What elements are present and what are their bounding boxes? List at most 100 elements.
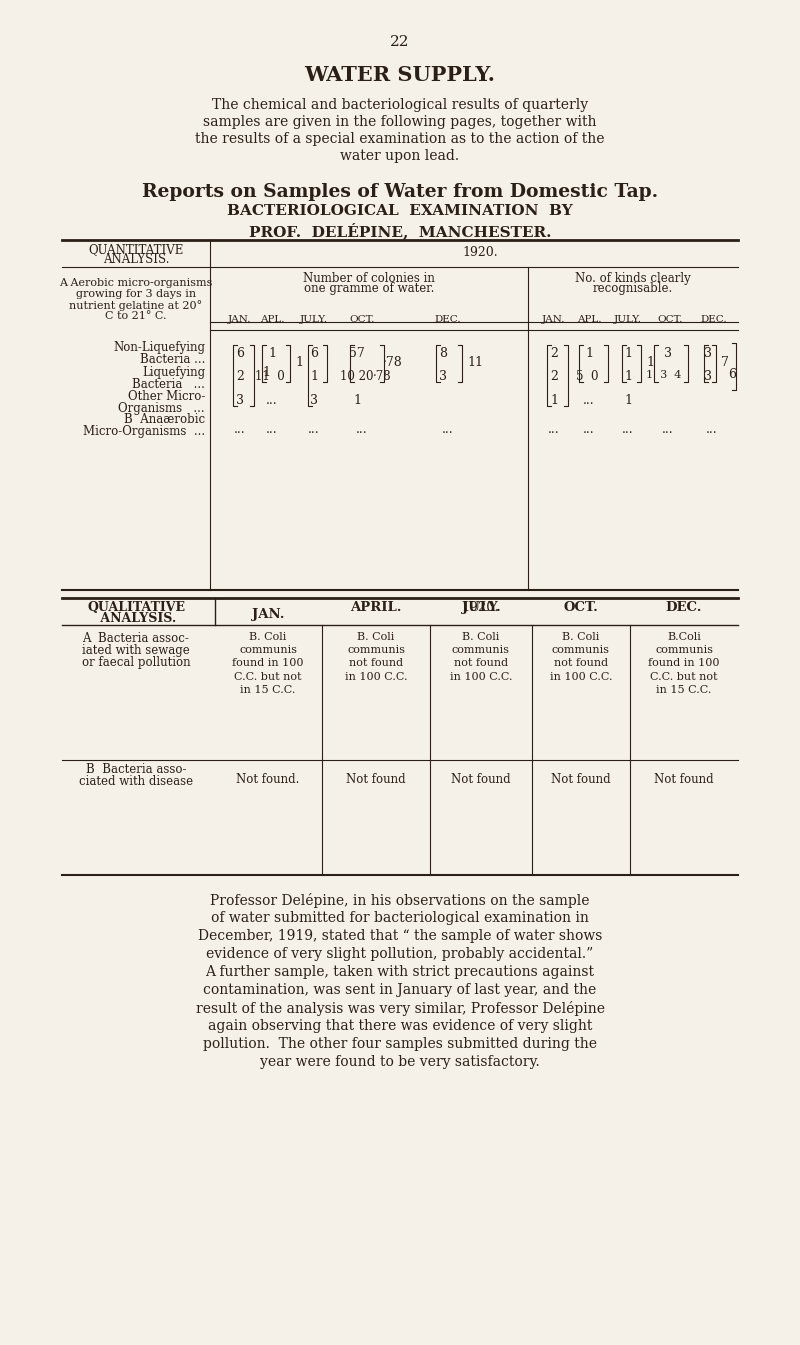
Text: 1: 1 xyxy=(353,394,361,408)
Text: 3: 3 xyxy=(704,370,712,383)
Text: 1: 1 xyxy=(624,370,632,383)
Text: 1920.: 1920. xyxy=(462,246,498,260)
Text: 1: 1 xyxy=(585,347,593,360)
Text: JAN.: JAN. xyxy=(542,315,566,324)
Text: B.Coli
communis
found in 100
C.C. but not
in 15 C.C.: B.Coli communis found in 100 C.C. but no… xyxy=(648,632,720,695)
Text: 2: 2 xyxy=(236,370,244,383)
Text: ·78: ·78 xyxy=(383,356,402,370)
Text: 3: 3 xyxy=(664,347,672,360)
Text: ...: ... xyxy=(442,422,454,436)
Text: 3: 3 xyxy=(439,370,447,383)
Text: 1: 1 xyxy=(646,356,654,370)
Text: APRIL.: APRIL. xyxy=(350,601,402,615)
Text: 10 20: 10 20 xyxy=(340,370,374,383)
Text: Not found: Not found xyxy=(346,773,406,785)
Text: nutrient gelatine at 20°: nutrient gelatine at 20° xyxy=(70,300,202,311)
Text: WATER SUPPLY.: WATER SUPPLY. xyxy=(305,65,495,85)
Text: growing for 3 days in: growing for 3 days in xyxy=(76,289,196,299)
Text: Not found.: Not found. xyxy=(236,773,300,785)
Text: Bacteria ...: Bacteria ... xyxy=(140,352,205,366)
Text: ANALYSIS.: ANALYSIS. xyxy=(96,612,176,625)
Text: ...: ... xyxy=(266,394,278,408)
Text: pollution.  The other four samples submitted during the: pollution. The other four samples submit… xyxy=(203,1037,597,1050)
Text: JAN.: JAN. xyxy=(252,608,284,621)
Text: or faecal pollution: or faecal pollution xyxy=(82,656,190,668)
Text: samples are given in the following pages, together with: samples are given in the following pages… xyxy=(203,116,597,129)
Text: Other Micro-: Other Micro- xyxy=(128,390,205,403)
Text: ...: ... xyxy=(583,422,595,436)
Text: Non-Liquefying: Non-Liquefying xyxy=(113,342,205,354)
Text: December, 1919, stated that “ the sample of water shows: December, 1919, stated that “ the sample… xyxy=(198,929,602,943)
Text: result of the analysis was very similar, Professor Delépine: result of the analysis was very similar,… xyxy=(195,1001,605,1015)
Text: 22: 22 xyxy=(390,35,410,48)
Text: ...: ... xyxy=(356,422,368,436)
Text: 5  0: 5 0 xyxy=(576,370,598,383)
Text: A further sample, taken with strict precautions against: A further sample, taken with strict prec… xyxy=(206,964,594,979)
Text: evidence of very slight pollution, probably accidental.”: evidence of very slight pollution, proba… xyxy=(206,947,594,960)
Text: BACTERIOLOGICAL  EXAMINATION  BY: BACTERIOLOGICAL EXAMINATION BY xyxy=(227,204,573,218)
Text: The chemical and bacteriological results of quarterly: The chemical and bacteriological results… xyxy=(212,98,588,112)
Text: Liquefying: Liquefying xyxy=(142,366,205,379)
Text: DEC.: DEC. xyxy=(434,315,462,324)
Text: B. Coli
communis
not found
in 100 C.C.: B. Coli communis not found in 100 C.C. xyxy=(450,632,512,682)
Text: 1: 1 xyxy=(295,356,303,370)
Text: JAN.: JAN. xyxy=(228,315,252,324)
Text: Not found: Not found xyxy=(551,773,611,785)
Text: the results of a special examination as to the action of the: the results of a special examination as … xyxy=(195,132,605,147)
Text: ·78: ·78 xyxy=(373,370,391,383)
Text: contamination, was sent in January of last year, and the: contamination, was sent in January of la… xyxy=(203,983,597,997)
Text: 3: 3 xyxy=(704,347,712,360)
Text: of water submitted for bacteriological examination in: of water submitted for bacteriological e… xyxy=(211,911,589,925)
Text: B  Bacteria asso-: B Bacteria asso- xyxy=(86,763,186,776)
Text: APL.: APL. xyxy=(577,315,602,324)
Text: ...: ... xyxy=(662,422,674,436)
Text: A Aerobic micro-organisms: A Aerobic micro-organisms xyxy=(59,278,213,288)
Text: 8: 8 xyxy=(439,347,447,360)
Text: 11  0: 11 0 xyxy=(255,370,285,383)
Text: Organisms   ...: Organisms ... xyxy=(118,402,205,416)
Text: ...: ... xyxy=(548,422,560,436)
Text: JULY.: JULY. xyxy=(300,315,328,324)
Text: OCT.: OCT. xyxy=(350,315,374,324)
Text: iated with sewage: iated with sewage xyxy=(82,644,190,656)
Text: 1920.: 1920. xyxy=(461,601,499,615)
Text: ...: ... xyxy=(706,422,718,436)
Text: 6: 6 xyxy=(236,347,244,360)
Text: 1: 1 xyxy=(268,347,276,360)
Text: 1: 1 xyxy=(624,347,632,360)
Text: 1: 1 xyxy=(550,394,558,408)
Text: Reports on Samples of Water from Domestic Tap.: Reports on Samples of Water from Domesti… xyxy=(142,183,658,200)
Text: Bacteria   ...: Bacteria ... xyxy=(132,378,205,391)
Text: Micro-Organisms  ...: Micro-Organisms ... xyxy=(83,425,205,438)
Text: Number of colonies in: Number of colonies in xyxy=(303,272,435,285)
Text: Professor Delépine, in his observations on the sample: Professor Delépine, in his observations … xyxy=(210,893,590,908)
Text: OCT.: OCT. xyxy=(658,315,682,324)
Text: B. Coli
communis
not found
in 100 C.C.: B. Coli communis not found in 100 C.C. xyxy=(345,632,407,682)
Text: No. of kinds clearly: No. of kinds clearly xyxy=(575,272,691,285)
Text: ANALYSIS.: ANALYSIS. xyxy=(102,253,170,266)
Text: 11: 11 xyxy=(467,356,483,370)
Text: B  Anaærobic: B Anaærobic xyxy=(124,413,205,426)
Text: B. Coli
communis
not found
in 100 C.C.: B. Coli communis not found in 100 C.C. xyxy=(550,632,612,682)
Text: B. Coli
communis
found in 100
C.C. but not
in 15 C.C.: B. Coli communis found in 100 C.C. but n… xyxy=(232,632,304,695)
Text: OCT.: OCT. xyxy=(563,601,598,615)
Text: JULY.: JULY. xyxy=(462,601,500,615)
Text: 6: 6 xyxy=(728,367,736,381)
Text: 1: 1 xyxy=(310,370,318,383)
Text: Not found: Not found xyxy=(451,773,511,785)
Text: PROF.  DELÉPINE,  MANCHESTER.: PROF. DELÉPINE, MANCHESTER. xyxy=(249,222,551,239)
Text: 3: 3 xyxy=(310,394,318,408)
Text: ciated with disease: ciated with disease xyxy=(79,775,193,788)
Text: DEC.: DEC. xyxy=(666,601,702,615)
Text: 1  3  4: 1 3 4 xyxy=(646,370,682,381)
Text: ...: ... xyxy=(622,422,634,436)
Text: 1: 1 xyxy=(624,394,632,408)
Text: one gramme of water.: one gramme of water. xyxy=(304,282,434,295)
Text: 7: 7 xyxy=(721,356,729,370)
Text: 57: 57 xyxy=(349,347,365,360)
Text: Not found: Not found xyxy=(654,773,714,785)
Text: C to 21° C.: C to 21° C. xyxy=(106,311,166,321)
Text: QUALITATIVE: QUALITATIVE xyxy=(87,601,185,615)
Text: 6: 6 xyxy=(310,347,318,360)
Text: water upon lead.: water upon lead. xyxy=(341,149,459,163)
